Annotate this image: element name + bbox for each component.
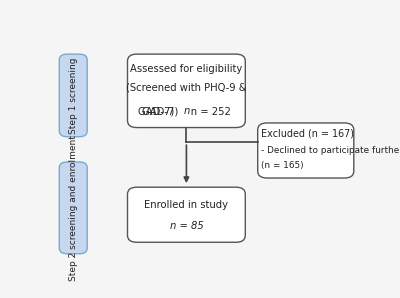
FancyBboxPatch shape	[128, 187, 245, 242]
Text: Step 2 screening and enrolment: Step 2 screening and enrolment	[69, 135, 78, 281]
FancyBboxPatch shape	[59, 162, 87, 254]
Text: Step 1 screening: Step 1 screening	[69, 57, 78, 134]
Text: - Declined to participate further: - Declined to participate further	[262, 146, 400, 155]
Text: Assessed for eligibility: Assessed for eligibility	[130, 64, 242, 74]
Text: (n = 165): (n = 165)	[262, 162, 304, 170]
FancyBboxPatch shape	[258, 123, 354, 178]
Text: GAD-7)    n = 252: GAD-7) n = 252	[142, 106, 231, 117]
Text: Excluded (n = 167): Excluded (n = 167)	[262, 129, 354, 139]
Text: n = 85: n = 85	[170, 221, 203, 231]
FancyBboxPatch shape	[59, 54, 87, 137]
FancyBboxPatch shape	[128, 54, 245, 128]
Text: (Screened with PHQ-9 &: (Screened with PHQ-9 &	[126, 82, 247, 92]
Text: n: n	[183, 106, 190, 117]
Text: GAD-7): GAD-7)	[138, 106, 186, 117]
Text: Enrolled in study: Enrolled in study	[144, 200, 228, 210]
